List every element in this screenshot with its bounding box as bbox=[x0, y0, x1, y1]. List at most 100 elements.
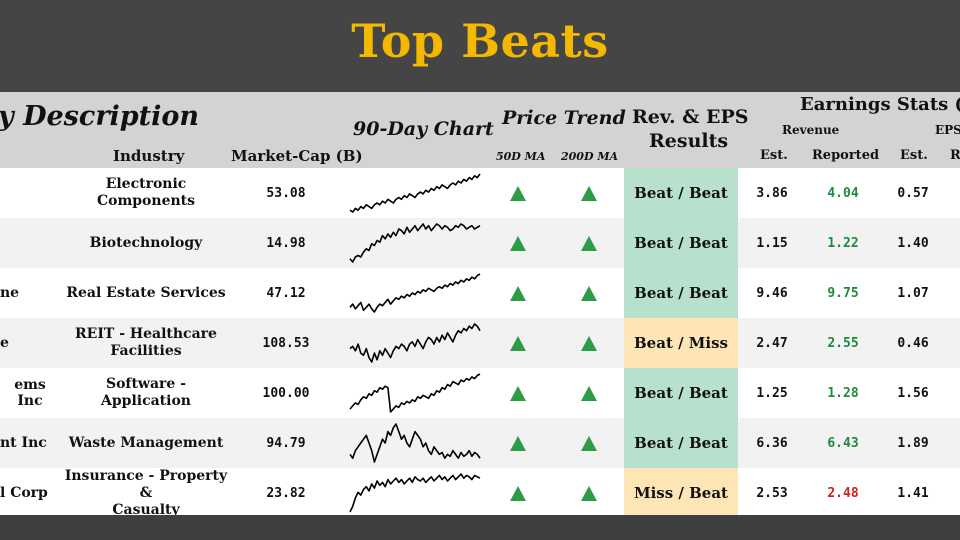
result-badge: Beat / Beat bbox=[624, 218, 738, 268]
results-header-line1: Rev. & EPS bbox=[632, 106, 749, 128]
ma200-header: 200D MA bbox=[561, 150, 619, 163]
up-triangle-icon bbox=[581, 235, 597, 251]
sparkline-line bbox=[349, 473, 481, 513]
result-badge: Beat / Beat bbox=[624, 368, 738, 418]
ma50-trend bbox=[492, 168, 544, 218]
table-row: ne Real Estate Services 47.12 Beat / Beat 9.… bbox=[0, 268, 960, 318]
industry-header: Industry bbox=[113, 147, 185, 165]
sparkline-chart bbox=[345, 218, 485, 268]
title-bar: Top Beats bbox=[0, 0, 960, 92]
sparkline-svg bbox=[349, 273, 481, 313]
table-row: e REIT - Healthcare Facilities 108.53 Beat … bbox=[0, 318, 960, 368]
sparkline-svg bbox=[349, 473, 481, 513]
industry-cell: Insurance - Property & Casualty bbox=[64, 467, 228, 518]
sparkline-chart bbox=[345, 268, 485, 318]
eps-est-cell: 1.89 bbox=[897, 435, 929, 451]
ma200-trend bbox=[560, 218, 618, 268]
industry-cell: Real Estate Services bbox=[66, 284, 226, 301]
page-title: Top Beats bbox=[351, 14, 609, 68]
result-badge: Beat / Beat bbox=[624, 168, 738, 218]
up-triangle-icon bbox=[581, 185, 597, 201]
revenue-reported-cell: 6.43 bbox=[827, 435, 859, 451]
up-triangle-icon bbox=[581, 285, 597, 301]
result-badge: Miss / Beat bbox=[624, 468, 738, 518]
revenue-est-cell: 2.47 bbox=[756, 335, 788, 351]
ma200-trend bbox=[560, 418, 618, 468]
eps-est-cell: 1.40 bbox=[897, 235, 929, 251]
sparkline-line bbox=[349, 173, 481, 213]
revenue-reported-header: Reported bbox=[812, 148, 880, 163]
market-cap-header: Market-Cap (B) bbox=[231, 147, 363, 165]
market-cap-cell: 100.00 bbox=[262, 385, 310, 401]
sparkline-chart bbox=[345, 318, 485, 368]
up-triangle-icon bbox=[510, 185, 526, 201]
sparkline-line bbox=[349, 273, 481, 313]
ma50-trend bbox=[492, 218, 544, 268]
company-name: ems Inc bbox=[14, 377, 46, 409]
sparkline-line bbox=[349, 323, 481, 363]
eps-est-cell: 1.56 bbox=[897, 385, 929, 401]
table-row: l Corp Insurance - Property & Casualty 23.… bbox=[0, 468, 960, 518]
price-trend-header: Price Trend bbox=[502, 107, 626, 129]
eps-est-cell: 0.57 bbox=[897, 185, 929, 201]
up-triangle-icon bbox=[510, 235, 526, 251]
up-triangle-icon bbox=[581, 485, 597, 501]
company-name bbox=[0, 218, 60, 268]
company-name: e bbox=[0, 335, 9, 351]
market-cap-cell: 47.12 bbox=[266, 285, 306, 301]
market-cap-cell: 108.53 bbox=[262, 335, 310, 351]
eps-header: EPS bbox=[935, 123, 960, 137]
revenue-est-header: Est. bbox=[760, 148, 788, 163]
market-cap-cell: 23.82 bbox=[266, 485, 306, 501]
ma200-trend bbox=[560, 168, 618, 218]
sparkline-line bbox=[349, 373, 481, 413]
result-badge: Beat / Beat bbox=[624, 418, 738, 468]
industry-cell: Software - Application bbox=[101, 376, 191, 409]
earnings-stats-header: Earnings Stats (B) bbox=[800, 94, 960, 115]
chart-header: 90-Day Chart bbox=[353, 118, 494, 140]
result-badge: Beat / Beat bbox=[624, 268, 738, 318]
up-triangle-icon bbox=[510, 435, 526, 451]
sparkline-line bbox=[349, 423, 481, 463]
table-row: Biotechnology 14.98 Beat / Beat 1.15 1.22 1.4… bbox=[0, 218, 960, 268]
sparkline-svg bbox=[349, 173, 481, 213]
up-triangle-icon bbox=[510, 485, 526, 501]
revenue-est-cell: 6.36 bbox=[756, 435, 788, 451]
revenue-est-cell: 1.25 bbox=[756, 385, 788, 401]
company-name: l Corp bbox=[0, 485, 48, 501]
table-row: ems Inc Software - Application 100.00 Beat … bbox=[0, 368, 960, 418]
industry-cell: Electronic Components bbox=[96, 176, 196, 209]
results-header-line2: Results bbox=[649, 130, 729, 152]
ma50-trend bbox=[492, 268, 544, 318]
company-name: nt Inc bbox=[0, 435, 47, 451]
sparkline-chart bbox=[345, 368, 485, 418]
table-row: Electronic Components 53.08 Beat / Beat 3.8… bbox=[0, 168, 960, 218]
revenue-reported-cell: 9.75 bbox=[827, 285, 859, 301]
industry-cell: REIT - Healthcare Facilities bbox=[75, 326, 217, 359]
revenue-header: Revenue bbox=[782, 123, 840, 137]
sparkline-svg bbox=[349, 223, 481, 263]
ma50-trend bbox=[492, 368, 544, 418]
revenue-est-cell: 1.15 bbox=[756, 235, 788, 251]
sparkline-chart bbox=[345, 168, 485, 218]
revenue-reported-cell: 2.55 bbox=[827, 335, 859, 351]
sparkline-chart bbox=[345, 418, 485, 468]
eps-est-cell: 0.46 bbox=[897, 335, 929, 351]
sparkline-line bbox=[349, 223, 481, 263]
eps-est-cell: 1.07 bbox=[897, 285, 929, 301]
up-triangle-icon bbox=[581, 335, 597, 351]
ma50-header: 50D MA bbox=[496, 150, 546, 163]
revenue-reported-cell: 4.04 bbox=[827, 185, 859, 201]
revenue-est-cell: 3.86 bbox=[756, 185, 788, 201]
table-header: y Description Industry Market-Cap (B) 90… bbox=[0, 92, 960, 168]
ma200-trend bbox=[560, 268, 618, 318]
sparkline-svg bbox=[349, 423, 481, 463]
revenue-est-cell: 9.46 bbox=[756, 285, 788, 301]
company-name bbox=[0, 168, 60, 218]
table-row: nt Inc Waste Management 94.79 Beat / Beat 6.… bbox=[0, 418, 960, 468]
revenue-reported-cell: 2.48 bbox=[827, 485, 859, 501]
ma200-trend bbox=[560, 368, 618, 418]
up-triangle-icon bbox=[510, 385, 526, 401]
result-badge: Beat / Miss bbox=[624, 318, 738, 368]
company-description-header: y Description bbox=[0, 101, 200, 132]
